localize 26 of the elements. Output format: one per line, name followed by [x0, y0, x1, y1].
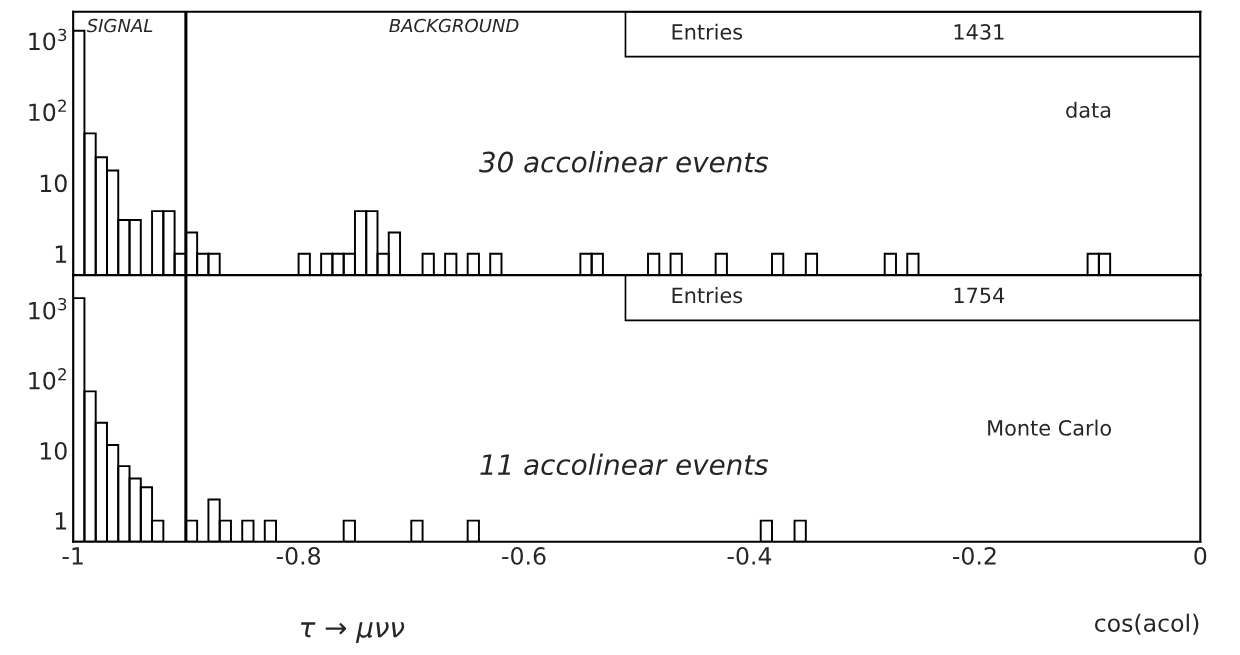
annotation: Entries — [672, 287, 743, 304]
x-tick-label: -0.8 — [276, 546, 321, 565]
x-tick-label: -0.4 — [727, 546, 772, 565]
annotation: data — [1066, 101, 1111, 118]
x-tick-label: -1 — [62, 547, 83, 565]
y-tick-label: 10$^{3}$ — [29, 28, 67, 51]
y-tick-label: 1 — [55, 512, 67, 530]
y-tick-label: 10$^{2}$ — [29, 368, 66, 390]
annotation: 1754 — [954, 287, 1005, 304]
y-tick-label: 10$^{2}$ — [29, 99, 66, 122]
y-tick-label: 1 — [55, 245, 67, 263]
x-tick-label: -0.2 — [953, 546, 996, 565]
annotation: 30 accolinear events — [478, 151, 769, 173]
y-tick-label: 10 — [40, 442, 67, 460]
x-tick-label: -0.6 — [502, 546, 546, 565]
y-tick-label: 10$^{3}$ — [29, 297, 67, 320]
annotation: SIGNAL — [86, 18, 153, 33]
y-tick-label: 10 — [40, 174, 67, 193]
x-axis-title: cos(acol) — [1095, 613, 1199, 635]
annotation: 11 accolinear events — [480, 453, 769, 476]
annotation: 1431 — [954, 24, 1004, 40]
x-tick-label: 0 — [1194, 546, 1207, 565]
annotation: Monte Carlo — [988, 419, 1111, 436]
annotation: Entries — [672, 23, 743, 40]
text: τ → μνν — [300, 622, 405, 644]
annotation: BACKGROUND — [389, 18, 519, 33]
